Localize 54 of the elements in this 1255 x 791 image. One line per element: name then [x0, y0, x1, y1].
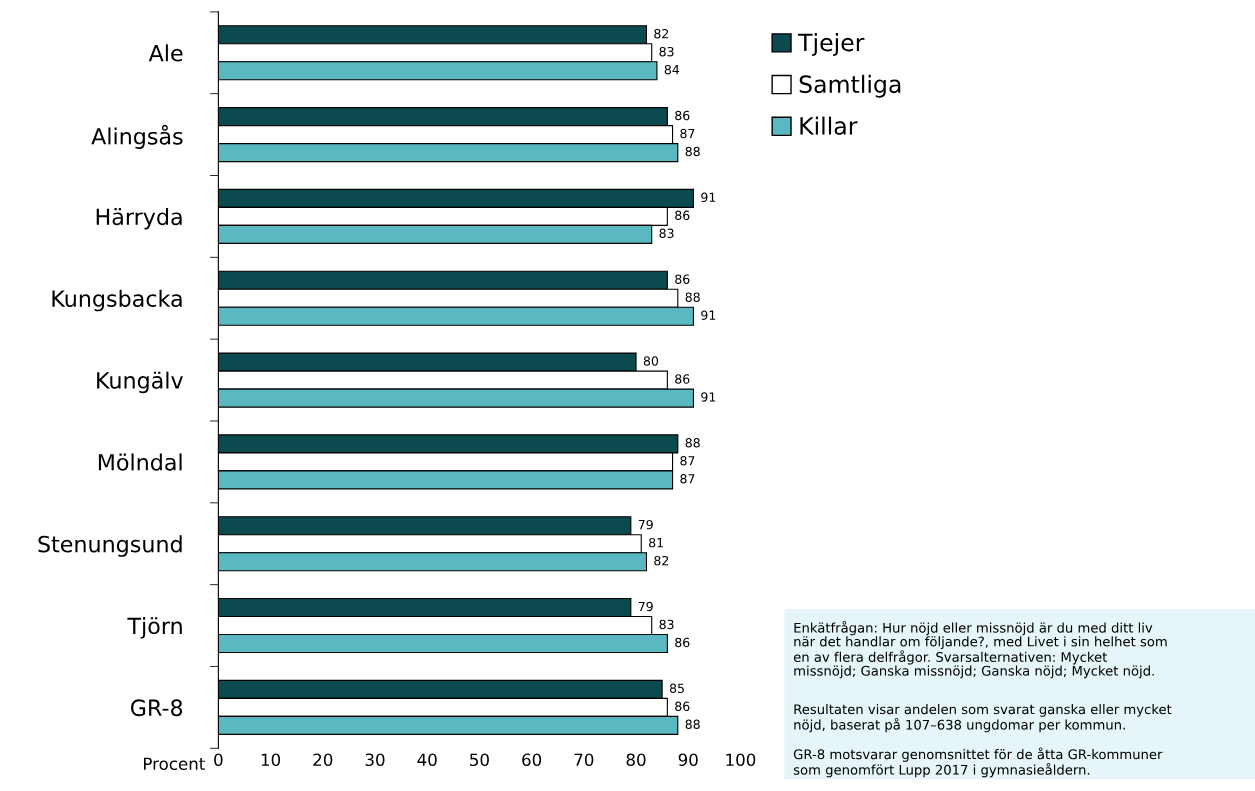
legend-label: Samtliga: [799, 74, 901, 98]
data-label: 80: [643, 356, 659, 366]
x-axis-title: Procent: [144, 757, 205, 771]
data-label: 83: [659, 46, 674, 57]
y-tick-label: Alingsås: [91, 124, 183, 149]
data-label: 85: [669, 683, 684, 693]
data-label: 83: [659, 228, 674, 239]
y-tick-label: Tjörn: [127, 617, 182, 639]
data-label: 79: [638, 601, 653, 612]
x-tick-label: 0: [214, 753, 223, 767]
data-label: 82: [654, 555, 669, 566]
y-tick-label: Stenungsund: [38, 535, 182, 557]
legend-label: Killar: [800, 116, 858, 135]
data-label: 88: [685, 146, 700, 157]
data-label: 79: [638, 519, 653, 530]
data-label: 88: [685, 292, 700, 302]
text: Resultaten visar andelen som svarat ganska eller mycket nöjd, baserat på 107–638 ungdomar per kommun.: [794, 703, 1172, 733]
data-label: 83: [659, 619, 674, 630]
data-label: 86: [675, 110, 690, 121]
x-tick-label: 80: [626, 753, 646, 767]
legend-label: Tjejer: [798, 33, 865, 56]
data-label: 81: [649, 537, 663, 548]
data-label: 91: [701, 392, 716, 402]
x-tick-label: 100: [726, 753, 756, 767]
data-label: 91: [701, 192, 716, 203]
y-tick-label: Härryda: [96, 207, 182, 230]
y-tick-label: Mölndal: [98, 453, 182, 471]
x-tick-label: 20: [313, 753, 333, 767]
x-tick-label: 10: [261, 753, 281, 767]
x-tick-label: 60: [522, 753, 542, 767]
data-label: 86: [675, 274, 690, 284]
data-label: 86: [675, 637, 690, 648]
x-tick-label: 30: [365, 753, 385, 767]
y-tick-label: GR-8: [130, 699, 183, 717]
x-tick-label: 40: [417, 753, 437, 767]
x-tick-label: 70: [574, 753, 594, 767]
data-label: 91: [701, 310, 716, 320]
data-label: 87: [680, 456, 695, 466]
data-label: 82: [654, 28, 669, 39]
data-label: 86: [675, 210, 690, 221]
y-tick-label: Ale: [148, 44, 183, 62]
data-label: 84: [664, 64, 680, 75]
text: GR-8 motsvarar genomsnittet för de åtta GR-kommuner som genomfört Lupp 2017 i gymnasieåldern.: [793, 747, 1163, 778]
data-label: 86: [675, 374, 690, 384]
y-tick-label: Kungälv: [97, 371, 183, 394]
data-label: 87: [680, 474, 695, 484]
data-label: 87: [680, 128, 695, 139]
y-tick-label: Kungsbacka: [52, 289, 182, 312]
data-label: 88: [685, 719, 700, 729]
text: Enkätfrågan: Hur nöjd eller missnöjd är du med ditt liv när det handlar om följande?, med Livet i sin helhet som en av flera delfrågor. Svarsalternativen: Mycket missnöjd; Ganska missnöjd; Ganska nöjd; Mycket nöjd.: [793, 620, 1167, 679]
x-tick-label: 90: [678, 753, 698, 767]
data-label: 86: [675, 701, 690, 711]
data-label: 88: [685, 438, 700, 448]
x-tick-label: 50: [470, 753, 489, 767]
